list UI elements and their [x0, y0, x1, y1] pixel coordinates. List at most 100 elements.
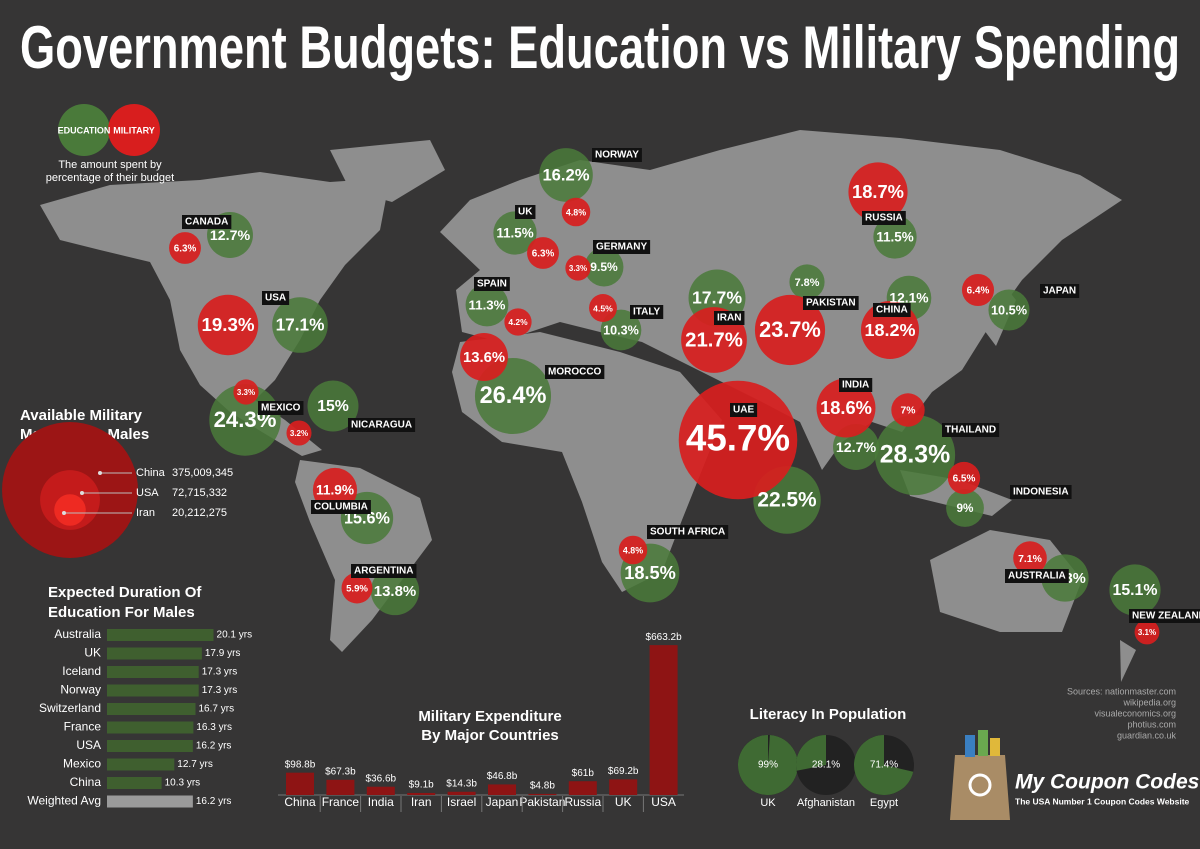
y-category-label: China — [70, 775, 102, 789]
x-category-label: China — [284, 795, 316, 809]
bar — [609, 779, 638, 795]
bubble-value-label: 4.8% — [566, 207, 586, 217]
bubble-value-label: 15.1% — [1113, 582, 1158, 599]
country-label-bg — [258, 401, 304, 415]
bubble-value-label: 21.7% — [685, 329, 743, 351]
pie-slice — [738, 735, 799, 795]
chart-title: Literacy In Population — [750, 706, 907, 723]
country-label: JAPAN — [1043, 286, 1076, 297]
country-label: CANADA — [185, 217, 228, 228]
bag-item — [978, 730, 988, 756]
bubble-value-label: 10.5% — [991, 302, 1027, 317]
bubble-value-label: 9% — [957, 502, 975, 515]
bubble-value-label: 17.7% — [692, 288, 742, 308]
bubble-value-label: 3.1% — [1138, 628, 1156, 637]
x-category-label: Japan — [486, 795, 519, 809]
bubble-value-label: 7% — [901, 406, 916, 417]
country-label: UAE — [733, 405, 754, 416]
bar-value-label: $69.2b — [608, 766, 639, 777]
chart-title: Education For Males — [48, 604, 195, 621]
bubble-value-label: 7.1% — [1018, 554, 1042, 565]
legend-label: MILITARY — [113, 125, 155, 135]
country-label-bg — [630, 305, 664, 319]
military-bubbles — [169, 162, 1160, 645]
country-label: THAILAND — [945, 425, 996, 436]
source-line: guardian.co.uk — [1117, 730, 1177, 740]
country-label-bg — [515, 205, 536, 219]
bar-value-label: 16.3 yrs — [196, 722, 232, 733]
y-category-label: Iceland — [62, 664, 101, 678]
bubble-value-label: 5.9% — [346, 584, 368, 595]
country-label: RUSSIA — [865, 213, 903, 224]
pie-value-label: 28.1% — [812, 760, 840, 771]
pie-value-label: 71.4% — [870, 760, 898, 771]
country-label-bg — [262, 291, 290, 305]
connector-dot — [80, 491, 84, 495]
country-label: USA — [265, 293, 286, 304]
chart-title: Available Military — [20, 407, 143, 424]
pie-value-label: 99% — [758, 760, 778, 771]
bar — [528, 793, 557, 795]
military-bubble — [678, 380, 798, 500]
bubble-value-label: 18.7% — [852, 181, 904, 202]
bubble-value-label: 9.5% — [590, 260, 618, 274]
country-label-bg — [593, 240, 651, 254]
country-label-bg — [862, 211, 906, 225]
education-bubbles — [207, 148, 1161, 616]
country-label: IRAN — [717, 313, 741, 324]
x-category-label: Russia — [564, 795, 601, 809]
duration-chart: Expected Duration Of Education For Males A… — [27, 584, 252, 808]
country-label-bg — [351, 564, 417, 578]
bubble-value-label: 6.3% — [174, 244, 197, 255]
y-category-label: UK — [84, 646, 101, 660]
chart-title: By Major Countries — [421, 727, 559, 744]
country-label-bg — [182, 215, 232, 229]
pie-category-label: Afghanistan — [797, 797, 855, 809]
bubble-value-label: 18.5% — [624, 563, 676, 583]
bar-value-label: 17.9 yrs — [205, 648, 241, 659]
legend: EDUCATION MILITARY The amount spent byperc… — [46, 104, 174, 184]
x-category-label: India — [368, 795, 394, 809]
military-bubble — [947, 461, 981, 495]
bubble-value-label: 11.9% — [316, 483, 354, 498]
country-label: INDONESIA — [1013, 487, 1069, 498]
bubble-value-label: 4.2% — [508, 317, 528, 327]
x-category-label: Pakistan — [519, 795, 565, 809]
bar — [488, 784, 516, 795]
source-line: photius.com — [1127, 719, 1176, 729]
manpower-value: 72,715,332 — [172, 487, 227, 499]
bar — [407, 792, 436, 795]
page-title: Government Budgets: Education vs Militar… — [20, 14, 1180, 81]
bar-value-label: $4.8b — [530, 781, 555, 792]
y-category-label: France — [64, 720, 102, 734]
bubble-value-label: 11.5% — [876, 230, 913, 245]
expenditure-chart: Military Expenditure By Major Countries $9… — [278, 632, 684, 812]
bar — [107, 758, 175, 771]
bubble-value-label: 4.5% — [593, 303, 613, 313]
military-bubble — [527, 237, 559, 269]
logo-tagline: The USA Number 1 Coupon Codes Website — [1015, 796, 1190, 806]
logo: My Coupon Codes The USA Number 1 Coupon C… — [1015, 771, 1199, 807]
y-category-label: USA — [76, 738, 101, 752]
bubble-value-label: 3.3% — [237, 388, 255, 397]
military-bubble — [961, 273, 995, 307]
education-bubble — [946, 489, 984, 527]
x-category-label: USA — [651, 795, 676, 809]
bubble-value-label: 45.7% — [686, 418, 790, 459]
source-line: Sources: nationmaster.com — [1067, 686, 1176, 696]
country-label: AUSTRALIA — [1008, 571, 1066, 582]
bar — [107, 795, 193, 808]
bubble-value-label: 15% — [317, 398, 349, 415]
country-label: ARGENTINA — [354, 566, 413, 577]
military-bubble — [197, 294, 259, 356]
military-bubble — [169, 232, 201, 264]
manpower-value: 20,212,275 — [172, 507, 227, 519]
logo-name: My Coupon Codes — [1015, 771, 1199, 794]
education-bubble — [307, 380, 359, 432]
bubble-labels: 16.2% 12.7% 11.5% 9.5% 11.5% 17.1% 11.3% 10.3% 2… — [174, 165, 1158, 637]
education-bubble — [465, 283, 509, 327]
bar — [286, 772, 314, 795]
y-category-label: Switzerland — [39, 701, 101, 715]
bubble-value-label: 4.8% — [623, 545, 643, 555]
country-label: NICARAGUA — [351, 420, 412, 431]
